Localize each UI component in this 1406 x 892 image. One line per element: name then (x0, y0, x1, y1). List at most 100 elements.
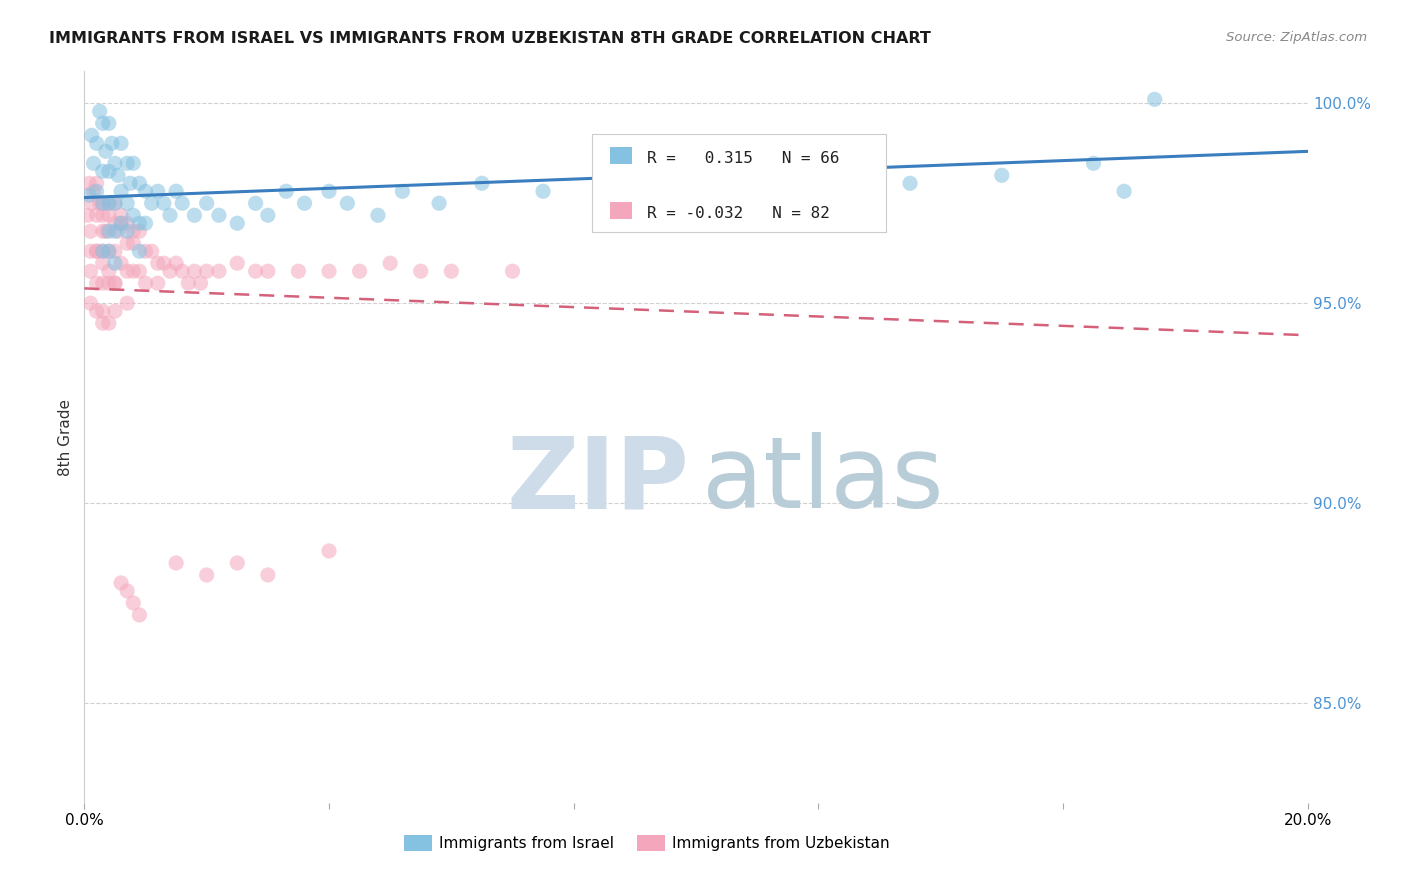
Point (716, 169, 738, 183)
Point (94, 224, 117, 238)
Point (141, 196, 163, 211)
Point (104, 244, 127, 259)
Point (898, 176, 921, 190)
Point (135, 276, 157, 290)
Point (79, 244, 101, 259)
Point (226, 216, 249, 230)
Point (91, 244, 114, 259)
Point (1114, 184, 1136, 198)
Point (86, 276, 108, 290)
Point (195, 568, 218, 582)
Point (91, 244, 114, 259)
Point (80, 196, 103, 211)
Point (318, 184, 340, 198)
Point (115, 224, 138, 238)
Point (104, 216, 127, 230)
Point (91, 208, 114, 222)
Point (226, 256, 249, 270)
Point (86, 244, 108, 259)
Point (79, 264, 101, 278)
Point (122, 208, 145, 222)
Point (110, 576, 132, 591)
Point (427, 196, 450, 211)
Point (991, 169, 1014, 183)
Point (97, 316, 120, 330)
Point (97, 244, 120, 259)
Point (135, 244, 157, 259)
Point (76, 208, 98, 222)
Point (110, 184, 132, 198)
Point (83, 184, 105, 198)
Point (531, 184, 554, 198)
Point (91, 164, 114, 178)
Text: atlas: atlas (702, 433, 943, 530)
Point (89, 196, 111, 211)
Point (257, 264, 280, 278)
Point (318, 544, 340, 558)
Point (165, 256, 187, 270)
Point (115, 216, 138, 230)
Point (593, 169, 616, 183)
Point (107, 224, 129, 238)
Point (122, 264, 145, 278)
Point (440, 264, 463, 278)
Point (380, 256, 402, 270)
Point (120, 176, 142, 190)
Point (86, 244, 108, 259)
Y-axis label: 8th Grade: 8th Grade (58, 399, 73, 475)
Point (79, 224, 101, 238)
Point (115, 584, 138, 599)
FancyBboxPatch shape (610, 147, 633, 164)
Point (471, 176, 494, 190)
Point (287, 264, 309, 278)
Point (135, 184, 157, 198)
Point (391, 184, 413, 198)
Point (1083, 156, 1105, 170)
Point (91, 116, 114, 130)
Point (101, 136, 124, 151)
Point (97, 264, 120, 278)
Point (135, 216, 157, 230)
Point (91, 196, 114, 211)
Point (146, 256, 169, 270)
Point (104, 276, 127, 290)
Point (276, 184, 298, 198)
Point (183, 208, 205, 222)
Point (97, 196, 120, 211)
Point (195, 196, 218, 211)
Point (128, 244, 150, 259)
Point (86, 136, 108, 151)
Point (97, 116, 120, 130)
Point (128, 224, 150, 238)
Point (208, 264, 231, 278)
Point (195, 264, 218, 278)
Point (654, 184, 676, 198)
Point (115, 196, 138, 211)
Point (115, 236, 138, 251)
Text: R = -0.032   N = 82: R = -0.032 N = 82 (647, 206, 830, 220)
Point (245, 196, 267, 211)
Point (86, 184, 108, 198)
Point (257, 568, 280, 582)
Legend: Immigrants from Israel, Immigrants from Uzbekistan: Immigrants from Israel, Immigrants from … (398, 830, 896, 857)
Point (367, 208, 389, 222)
Point (208, 208, 231, 222)
Point (110, 208, 132, 222)
Point (128, 264, 150, 278)
Point (159, 264, 181, 278)
Point (409, 264, 432, 278)
Point (86, 176, 108, 190)
Point (141, 244, 163, 259)
Point (97, 196, 120, 211)
Point (122, 224, 145, 238)
Point (91, 196, 114, 211)
Point (107, 169, 129, 183)
Point (91, 276, 114, 290)
Point (97, 208, 120, 222)
Point (165, 184, 187, 198)
Point (128, 176, 150, 190)
Point (110, 216, 132, 230)
Point (336, 196, 359, 211)
Point (257, 208, 280, 222)
Point (89, 104, 111, 119)
